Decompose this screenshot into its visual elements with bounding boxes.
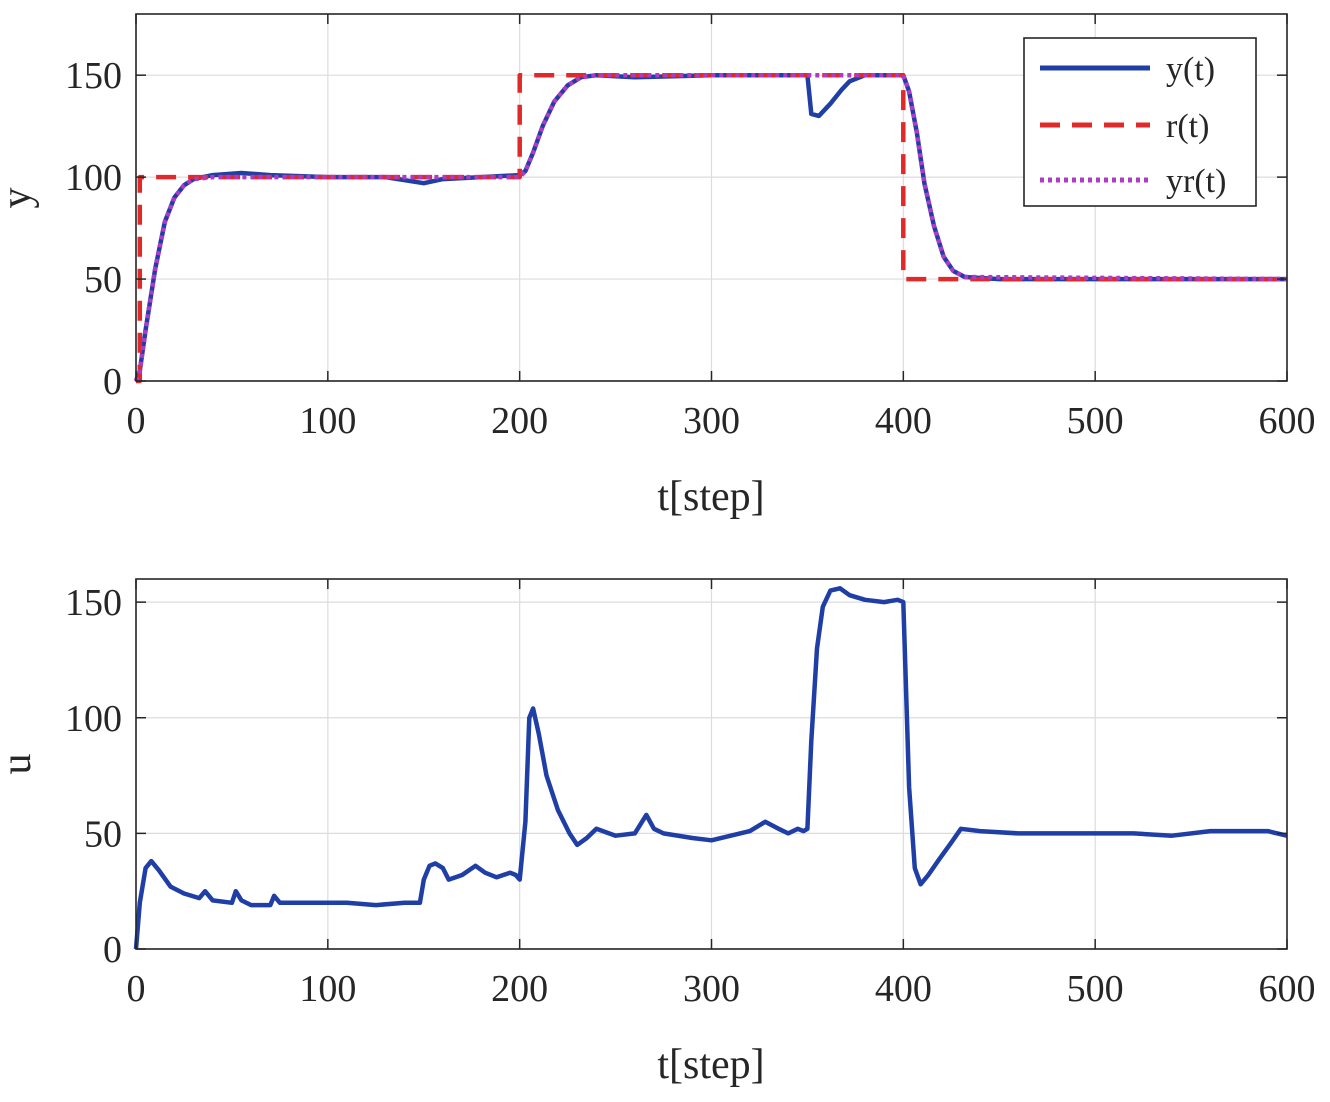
bottom-x-tick-label: 300 — [683, 968, 740, 1010]
top-x-tick-label: 600 — [1259, 400, 1316, 442]
bottom-panel: 0 100 200 300 400 500 600 0 50 100 150 t[step] u — [0, 578, 1316, 1088]
bottom-y-tick-label: 0 — [103, 929, 122, 971]
bottom-x-axis-label: t[step] — [657, 1042, 764, 1088]
top-legend: y(t) r(t) yr(t) — [1023, 37, 1257, 207]
bottom-ticks: 0 100 200 300 400 500 600 0 50 100 150 — [65, 579, 1316, 1010]
top-series-line-yrt — [133, 72, 1288, 382]
top-series-group — [133, 72, 1288, 384]
top-x-tick-label: 400 — [875, 400, 932, 442]
top-x-tick-label: 300 — [683, 400, 740, 442]
top-x-tick-label: 0 — [127, 400, 146, 442]
bottom-series-line-u0 — [133, 586, 1288, 950]
top-x-axis-label: t[step] — [657, 474, 764, 520]
bottom-x-tick-label: 500 — [1067, 968, 1124, 1010]
top-panel: 0 100 200 300 400 500 600 0 50 100 150 t[step] y y… — [0, 13, 1316, 520]
top-ticks: 0 100 200 300 400 500 600 0 50 100 150 — [65, 14, 1316, 442]
bottom-x-tick-label: 0 — [127, 968, 146, 1010]
top-x-tick-label: 200 — [491, 400, 548, 442]
legend-label-r: r(t) — [1166, 108, 1209, 145]
top-y-tick-label: 150 — [65, 55, 122, 97]
legend-label-yr: yr(t) — [1166, 163, 1226, 200]
bottom-grid — [135, 579, 1288, 950]
top-y-tick-label: 50 — [84, 259, 122, 301]
top-y-axis-label: y — [0, 188, 40, 209]
top-series-line-rt — [136, 72, 1287, 384]
top-y-tick-label: 100 — [65, 157, 122, 199]
bottom-y-axis-label: u — [0, 754, 40, 775]
bottom-x-tick-label: 400 — [875, 968, 932, 1010]
top-y-tick-label: 0 — [103, 361, 122, 403]
bottom-y-tick-label: 150 — [65, 582, 122, 624]
bottom-x-tick-label: 200 — [491, 968, 548, 1010]
bottom-x-tick-label: 600 — [1259, 968, 1316, 1010]
bottom-y-tick-label: 100 — [65, 698, 122, 740]
bottom-y-tick-label: 50 — [84, 813, 122, 855]
bottom-series-group — [133, 586, 1288, 950]
bottom-x-tick-label: 100 — [299, 968, 356, 1010]
top-x-tick-label: 500 — [1067, 400, 1124, 442]
top-x-tick-label: 100 — [299, 400, 356, 442]
legend-label-y: y(t) — [1166, 51, 1215, 88]
